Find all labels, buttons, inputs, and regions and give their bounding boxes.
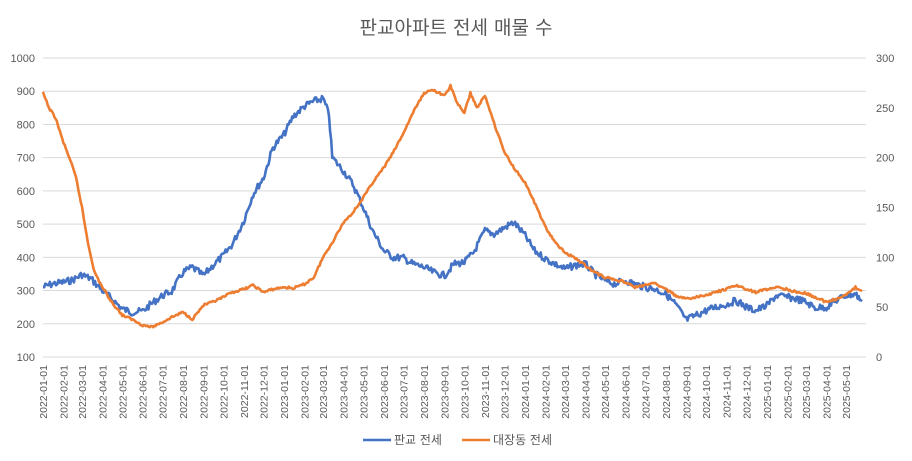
left-axis-tick-label: 300 xyxy=(17,286,35,298)
series-line-1 xyxy=(41,83,863,329)
x-axis-tick-label: 2023-04-01 xyxy=(339,365,351,419)
x-axis: 2022-01-01 2022-02-01 2022-03-01 2022-04-01… xyxy=(38,365,853,419)
legend-label: 판교 전세 xyxy=(394,433,442,447)
x-axis-tick-label: 2023-12-01 xyxy=(500,365,512,419)
x-axis-tick-label: 2023-11-01 xyxy=(480,365,492,418)
x-axis-tick-label: 2022-07-01 xyxy=(158,365,170,419)
x-axis-tick-label: 2024-06-01 xyxy=(621,365,633,419)
x-axis-tick-label: 2025-01-01 xyxy=(762,365,774,419)
x-axis-tick-label: 2024-05-01 xyxy=(600,365,612,419)
right-axis-tick-label: 150 xyxy=(876,203,894,215)
left-axis-tick-label: 1000 xyxy=(11,53,35,65)
left-axis-tick-label: 400 xyxy=(17,252,35,264)
x-axis-tick-label: 2024-02-01 xyxy=(541,365,553,419)
left-axis: 100 200 300 400 500 600 700 800 900 1000 xyxy=(11,53,35,364)
right-axis-tick-label: 100 xyxy=(876,252,894,264)
series-line-0 xyxy=(42,94,863,322)
left-axis-tick-label: 800 xyxy=(17,119,35,131)
x-axis-tick-label: 2023-07-01 xyxy=(399,365,411,419)
x-axis-tick-label: 2024-01-01 xyxy=(520,365,532,419)
x-axis-tick-label: 2023-03-01 xyxy=(318,365,330,419)
x-axis-tick-label: 2023-09-01 xyxy=(440,365,452,419)
x-axis-tick-label: 2022-05-01 xyxy=(117,365,129,419)
series-lines xyxy=(41,83,863,329)
gridlines xyxy=(43,57,866,358)
x-axis-tick-label: 2024-07-01 xyxy=(640,365,652,419)
x-axis-tick-label: 2024-12-01 xyxy=(741,365,753,419)
right-axis-tick-label: 300 xyxy=(876,53,894,65)
x-axis-tick-label: 2022-02-01 xyxy=(58,365,70,419)
right-axis-tick-label: 50 xyxy=(876,302,888,314)
right-axis-tick-label: 0 xyxy=(876,352,882,364)
x-axis-tick-label: 2023-06-01 xyxy=(379,365,391,419)
x-axis-tick-label: 2023-01-01 xyxy=(279,365,291,419)
left-axis-tick-label: 700 xyxy=(17,153,35,165)
x-axis-tick-label: 2023-08-01 xyxy=(419,365,431,419)
x-axis-tick-label: 2023-10-01 xyxy=(459,365,471,419)
left-axis-tick-label: 100 xyxy=(17,352,35,364)
x-axis-tick-label: 2024-11-01 xyxy=(722,365,734,418)
x-axis-tick-label: 2022-09-01 xyxy=(199,365,211,419)
x-axis-tick-label: 2023-05-01 xyxy=(358,365,370,419)
x-axis-tick-label: 2024-09-01 xyxy=(681,365,693,419)
x-axis-tick-label: 2022-01-01 xyxy=(38,365,50,419)
x-axis-tick-label: 2023-02-01 xyxy=(300,365,312,419)
x-axis-tick-label: 2022-11-01 xyxy=(239,365,251,418)
x-axis-tick-label: 2024-03-01 xyxy=(560,365,572,419)
x-axis-tick-label: 2024-08-01 xyxy=(661,365,673,419)
right-axis: 0 50 100 150 200 250 300 xyxy=(876,53,894,364)
x-axis-tick-label: 2022-10-01 xyxy=(218,365,230,419)
x-axis-tick-label: 2022-03-01 xyxy=(77,365,89,419)
x-axis-tick-label: 2022-08-01 xyxy=(178,365,190,419)
left-axis-tick-label: 500 xyxy=(17,219,35,231)
x-axis-tick-label: 2025-02-01 xyxy=(782,365,794,419)
left-axis-tick-label: 200 xyxy=(17,319,35,331)
left-axis-tick-label: 900 xyxy=(17,86,35,98)
right-axis-tick-label: 250 xyxy=(876,103,894,115)
x-axis-tick-label: 2025-05-01 xyxy=(841,365,853,419)
right-axis-tick-label: 200 xyxy=(876,153,894,165)
left-axis-tick-label: 600 xyxy=(17,186,35,198)
legend: 판교 전세 대장동 전세 xyxy=(363,433,552,447)
x-axis-tick-label: 2024-10-01 xyxy=(701,365,713,419)
x-axis-tick-label: 2024-04-01 xyxy=(580,365,592,419)
x-axis-tick-label: 2022-06-01 xyxy=(138,365,150,419)
x-axis-tick-label: 2025-03-01 xyxy=(801,365,813,419)
x-axis-tick-label: 2022-12-01 xyxy=(259,365,271,419)
legend-label: 대장동 전세 xyxy=(493,433,552,447)
x-axis-tick-label: 2022-04-01 xyxy=(97,365,109,419)
x-axis-tick-label: 2025-04-01 xyxy=(821,365,833,419)
chart-title: 판교아파트 전세 매물 수 xyxy=(360,17,553,39)
